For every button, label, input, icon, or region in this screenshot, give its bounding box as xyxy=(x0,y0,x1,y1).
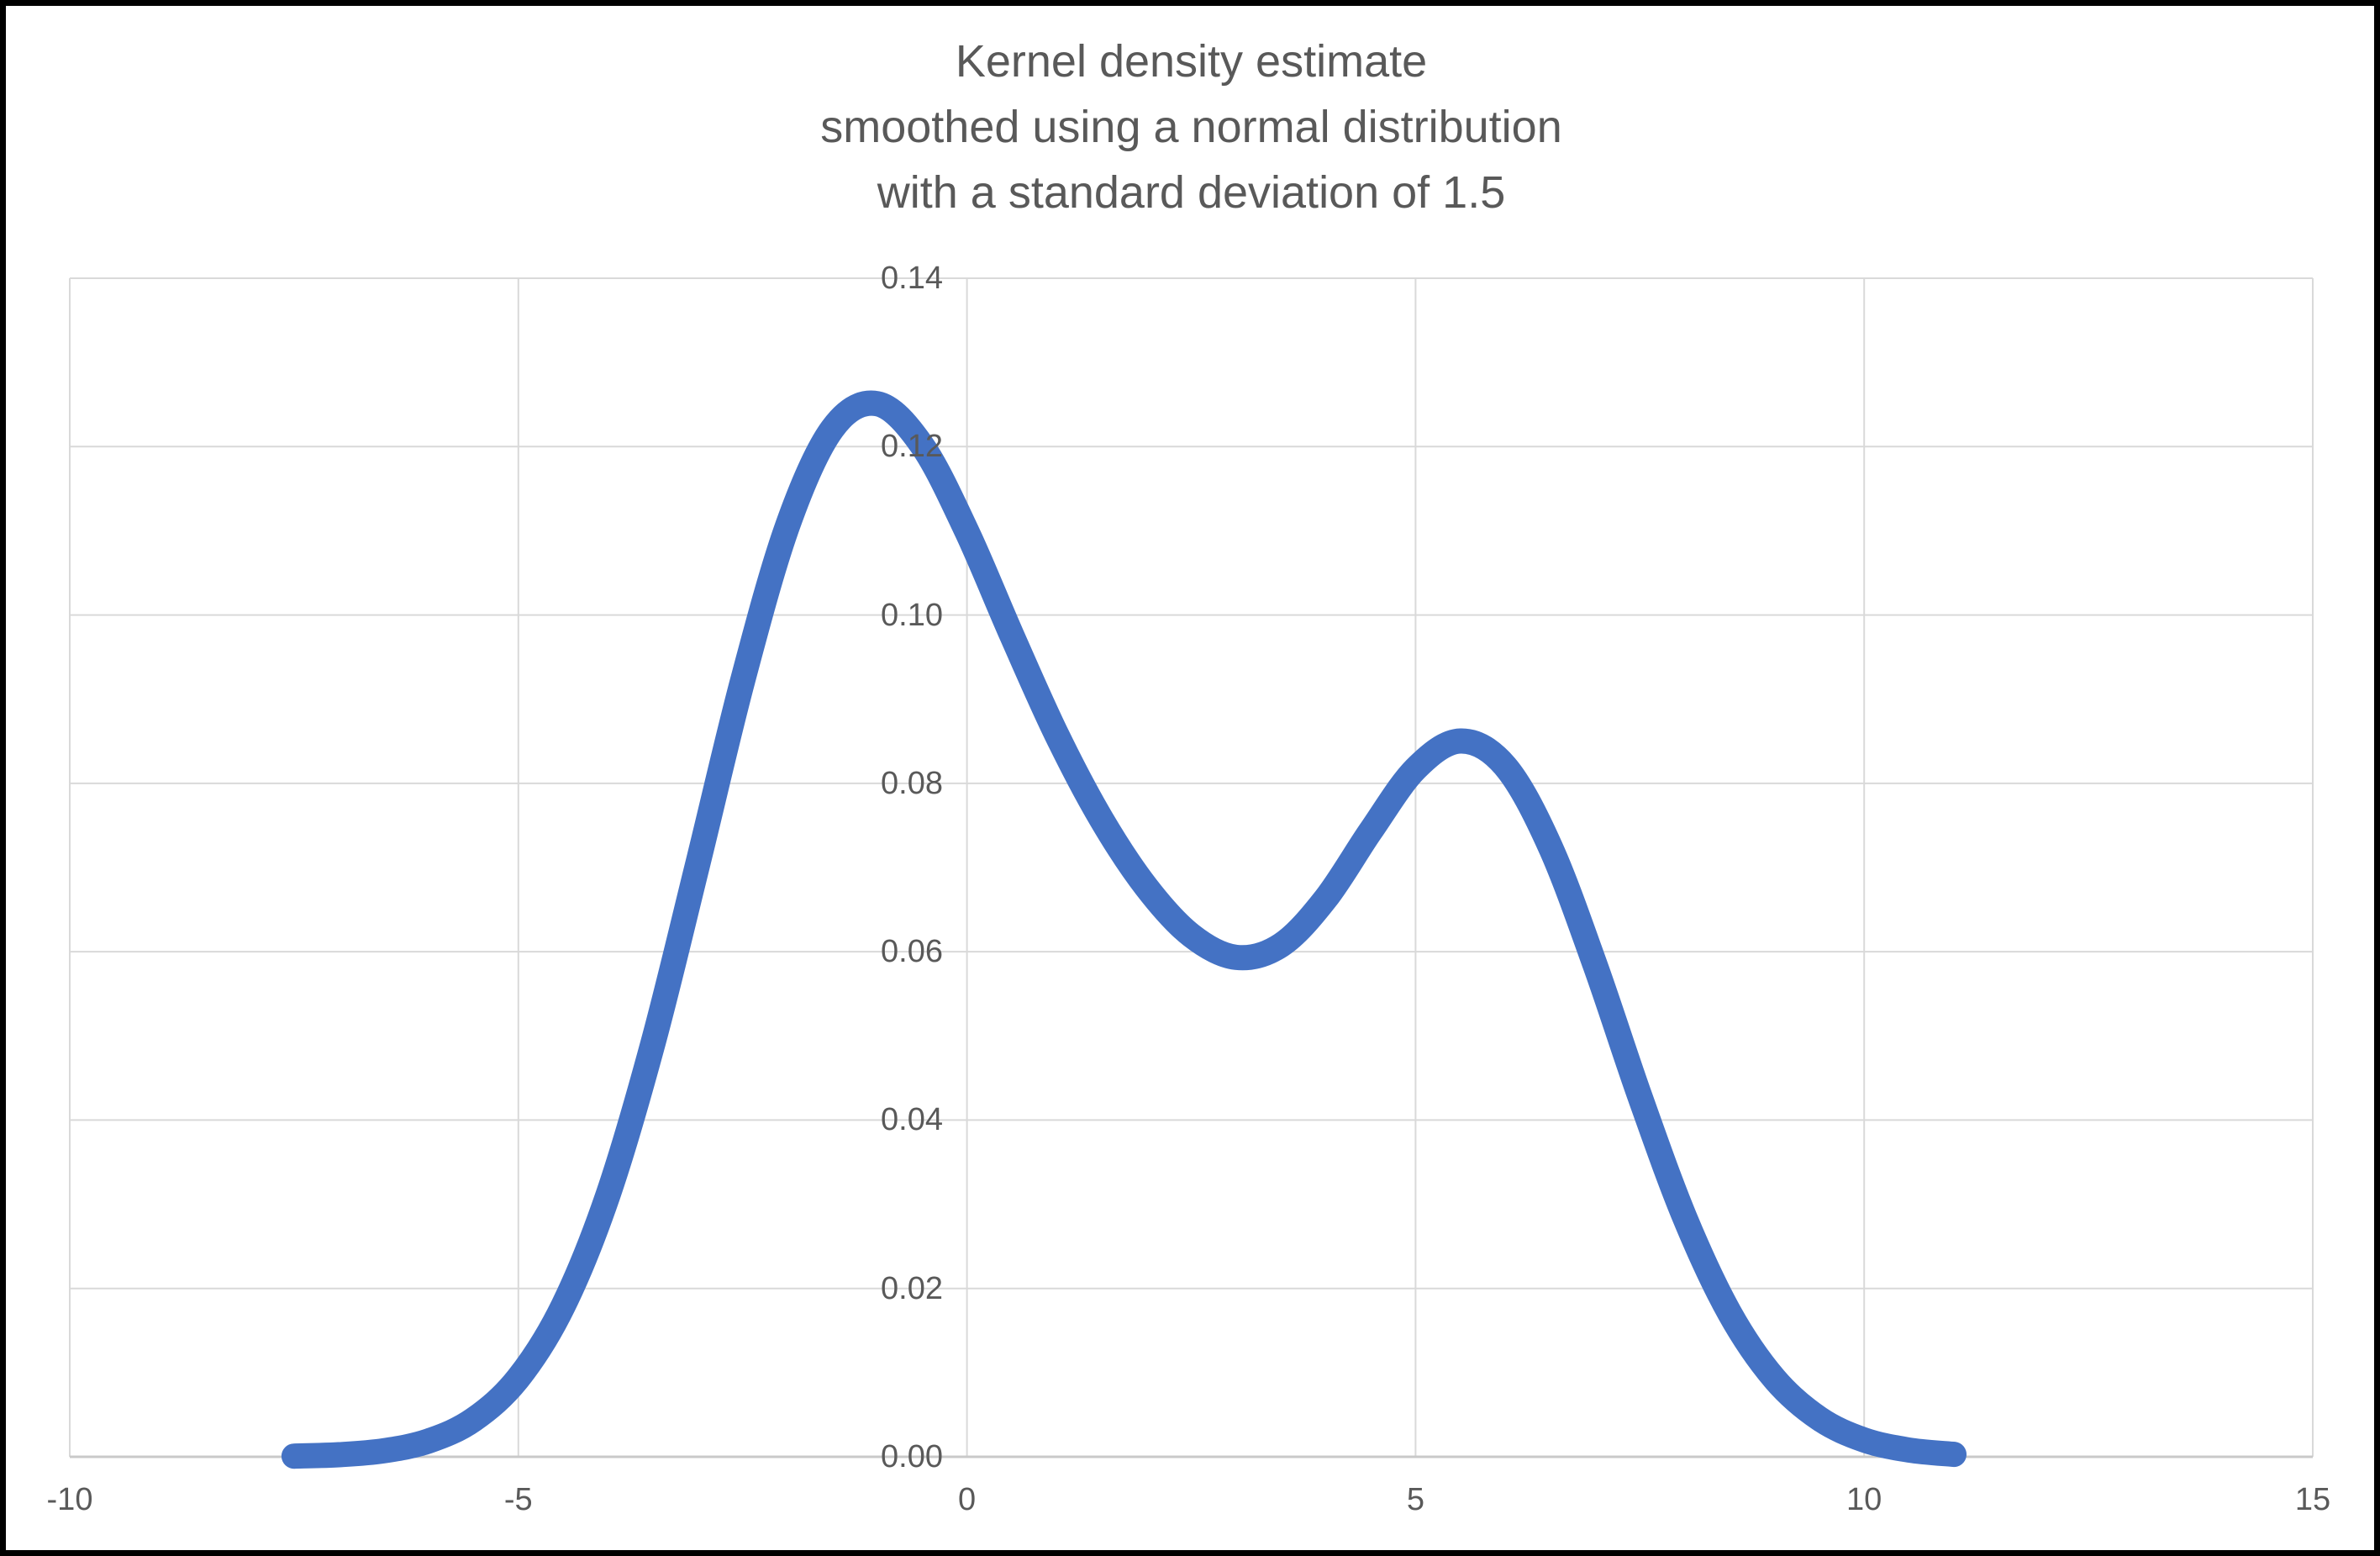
y-axis-tick-label: 0.06 xyxy=(881,934,943,970)
y-axis-tick-label: 0.02 xyxy=(881,1270,943,1306)
chart-title-line: smoothed using a normal distribution xyxy=(820,102,1562,152)
y-axis-tick-label: 0.14 xyxy=(881,261,943,296)
series-layer xyxy=(281,390,1967,1469)
x-axis-tick-label: 0 xyxy=(958,1482,977,1517)
x-axis-tick-label: -10 xyxy=(46,1482,93,1517)
x-axis-tick-label: 5 xyxy=(1406,1482,1424,1517)
y-axis-tick-label: 0.00 xyxy=(881,1439,943,1474)
x-axis-tick-label: 15 xyxy=(2294,1482,2331,1517)
x-axis-tick-label: -5 xyxy=(503,1482,533,1517)
y-axis-tick-label: 0.10 xyxy=(881,597,943,633)
kde-curve xyxy=(281,390,1967,1469)
gridlines xyxy=(69,277,2314,1458)
chart-title-line: Kernel density estimate xyxy=(955,36,1428,87)
y-axis-tick-label: 0.08 xyxy=(881,765,943,801)
y-axis-tick-label: 0.12 xyxy=(881,429,943,465)
chart-title: Kernel density estimate smoothed using a… xyxy=(70,29,2313,225)
y-axis-tick-label: 0.04 xyxy=(881,1102,943,1138)
x-axis-tick-label: 10 xyxy=(1846,1482,1882,1517)
chart-title-line: with a standard deviation of 1.5 xyxy=(877,167,1506,218)
